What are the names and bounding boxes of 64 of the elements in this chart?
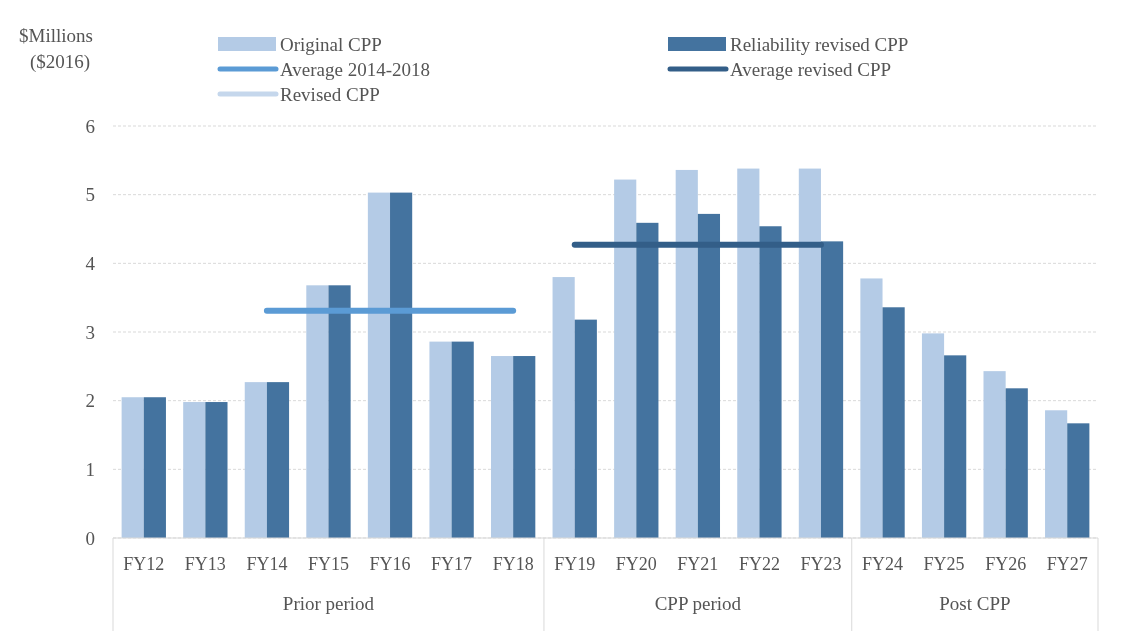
legend-label: Average revised CPP xyxy=(730,58,892,80)
bar xyxy=(798,168,821,538)
bar xyxy=(860,278,883,538)
y-axis-title: $Millions ($2016) xyxy=(19,25,93,73)
y-tick-label: 3 xyxy=(85,321,95,343)
bar xyxy=(205,402,228,538)
bar xyxy=(1005,388,1028,538)
bar xyxy=(513,356,536,538)
text: Prior period xyxy=(282,593,375,614)
bar xyxy=(490,356,514,538)
x-tick-label: FY13 xyxy=(184,554,226,574)
x-tick-label: FY22 xyxy=(738,554,780,574)
bar xyxy=(143,397,166,538)
bar xyxy=(636,222,659,538)
y-tick-label: 0 xyxy=(85,527,95,549)
x-tick-label: FY23 xyxy=(800,554,842,574)
bar xyxy=(759,226,782,538)
bar xyxy=(328,285,351,538)
bar xyxy=(983,371,1006,538)
x-tick-label: FY16 xyxy=(369,554,411,574)
x-tick-label: FY14 xyxy=(246,554,288,574)
y-tick-label: 1 xyxy=(85,458,95,480)
bar xyxy=(306,285,329,538)
bar xyxy=(882,307,905,538)
x-tick-label: FY17 xyxy=(431,554,473,574)
x-tick-label: FY20 xyxy=(615,554,657,574)
legend-label: Revised CPP xyxy=(280,83,380,105)
x-tick-label: FY21 xyxy=(677,554,719,574)
bar xyxy=(697,213,721,538)
bar xyxy=(737,168,760,538)
bar xyxy=(451,341,474,538)
y-tick-label: 6 xyxy=(85,115,95,137)
y-tick-label: 2 xyxy=(85,390,95,412)
bar xyxy=(1067,423,1090,538)
x-tick-label: FY24 xyxy=(862,554,904,574)
legend-label: Original CPP xyxy=(280,33,382,55)
bar xyxy=(121,397,144,538)
text: Post CPP xyxy=(939,593,1011,614)
bar xyxy=(944,355,967,538)
x-tick-label: FY25 xyxy=(923,554,965,574)
bar xyxy=(552,277,575,538)
bar xyxy=(614,179,637,538)
bar xyxy=(675,169,698,538)
x-tick-label: FY12 xyxy=(123,554,165,574)
x-tick-label: FY19 xyxy=(554,554,596,574)
bar xyxy=(1045,410,1068,538)
legend-label: Average 2014-2018 xyxy=(280,58,431,80)
bar xyxy=(574,319,597,538)
bar xyxy=(820,241,844,538)
bar xyxy=(244,382,267,538)
bar xyxy=(183,402,206,538)
y-tick-label: 5 xyxy=(85,184,95,206)
bar xyxy=(266,382,290,538)
legend-label: Reliability revised CPP xyxy=(730,33,909,55)
text: CPP period xyxy=(654,593,742,614)
x-tick-label: FY15 xyxy=(307,554,349,574)
x-tick-label: FY27 xyxy=(1046,554,1088,574)
x-tick-label: FY18 xyxy=(492,554,534,574)
bar xyxy=(429,341,452,538)
bar xyxy=(390,192,413,538)
bar xyxy=(367,192,391,538)
bar xyxy=(921,333,945,538)
y-tick-label: 4 xyxy=(85,252,96,274)
x-tick-label: FY26 xyxy=(985,554,1027,574)
